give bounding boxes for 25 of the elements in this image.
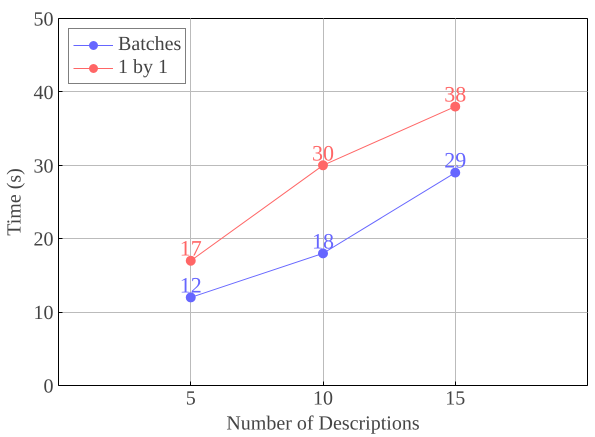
y-tick-label: 10 xyxy=(34,302,54,324)
x-tick-label: 5 xyxy=(186,388,196,410)
data-label: 12 xyxy=(180,272,202,298)
x-axis-title: Number of Descriptions xyxy=(226,412,420,434)
y-tick-label: 40 xyxy=(34,82,54,104)
data-label: 30 xyxy=(312,140,334,166)
legend-label: Batches xyxy=(118,33,182,56)
data-label: 17 xyxy=(180,236,202,261)
point xyxy=(318,160,328,170)
point xyxy=(186,256,196,266)
x-tick-label: 10 xyxy=(313,388,333,410)
y-tick-label: 30 xyxy=(34,155,54,178)
x-tick-label: 15 xyxy=(445,388,466,410)
data-label: 38 xyxy=(444,82,466,107)
point xyxy=(450,168,460,178)
y-tick-label: 20 xyxy=(34,228,54,251)
point xyxy=(318,248,328,258)
point xyxy=(450,102,460,112)
data-label: 18 xyxy=(312,228,334,254)
y-axis-title: Time (s) xyxy=(4,168,26,236)
y-tick-label: 0 xyxy=(44,376,54,398)
legend-label: 1 by 1 xyxy=(118,56,168,79)
data-label: 29 xyxy=(444,148,466,173)
y-tick-label: 50 xyxy=(34,8,54,30)
point xyxy=(186,292,196,302)
